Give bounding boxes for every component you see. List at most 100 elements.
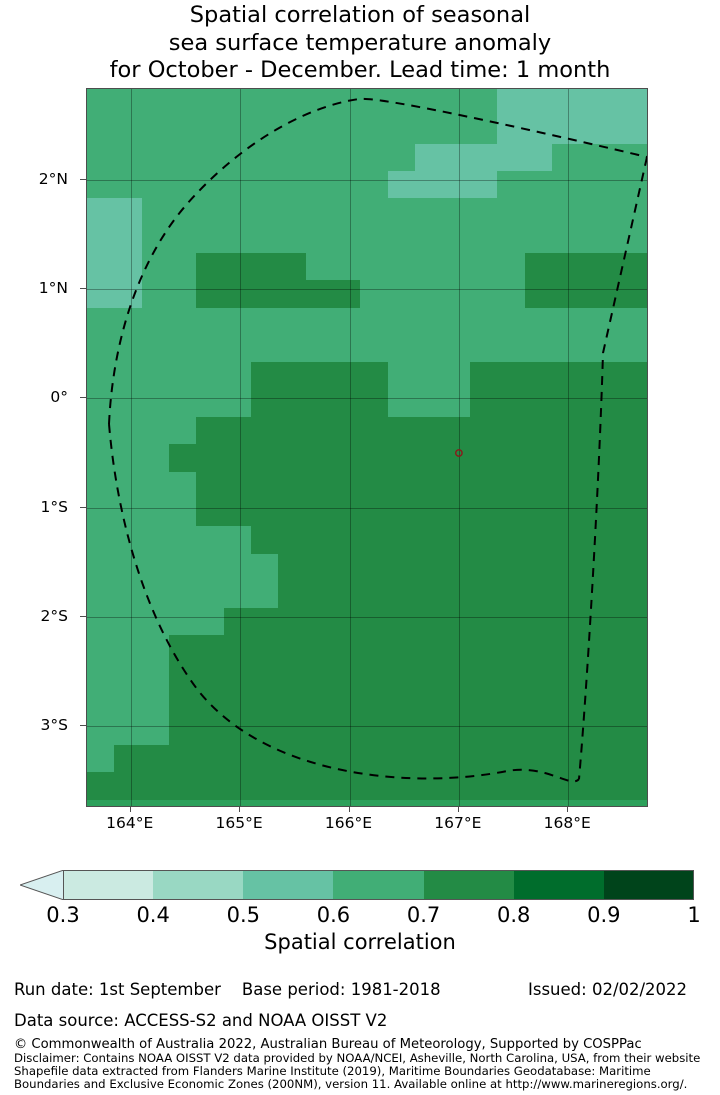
heatmap-cell (305, 580, 334, 609)
colorbar-segment (423, 870, 515, 900)
heatmap-cell (223, 498, 252, 527)
heatmap-cell (278, 307, 307, 336)
heatmap-cell (606, 471, 635, 500)
correlation-map-plot (86, 88, 648, 807)
heatmap-cell (524, 198, 553, 227)
heatmap-cell (305, 690, 334, 719)
heatmap-cell (579, 471, 608, 500)
heatmap-cell (497, 307, 526, 336)
heatmap-cell (497, 170, 526, 199)
heatmap-cell (415, 389, 444, 418)
heatmap-cell (524, 635, 553, 664)
heatmap-cell (360, 143, 389, 172)
heatmap-cell (169, 444, 198, 473)
heatmap-cell (333, 444, 362, 473)
heatmap-cell (442, 307, 471, 336)
heatmap-cell (497, 717, 526, 746)
heatmap-cell (360, 471, 389, 500)
heatmap-cell (442, 416, 471, 445)
heatmap-cell (114, 580, 143, 609)
colorbar-tick-label: 0.9 (587, 903, 621, 927)
heatmap-cell (633, 362, 647, 391)
heatmap-cell (415, 662, 444, 691)
heatmap-cell (442, 690, 471, 719)
heatmap-cell (415, 580, 444, 609)
heatmap-cell (551, 498, 580, 527)
heatmap-cell (524, 143, 553, 172)
colorbar-segment (153, 870, 244, 900)
heatmap-cell (469, 772, 498, 801)
heatmap-cell (551, 307, 580, 336)
heatmap-cell (251, 690, 280, 719)
disclaimer-line-3: Boundaries and Exclusive Economic Zones … (14, 1076, 688, 1091)
heatmap-cell (333, 690, 362, 719)
heatmap-cell (333, 307, 362, 336)
heatmap-cell (551, 116, 580, 145)
heatmap-cell (333, 662, 362, 691)
heatmap-cell (551, 252, 580, 281)
heatmap-cell (469, 717, 498, 746)
heatmap-cell (360, 334, 389, 363)
heatmap-cell (360, 362, 389, 391)
heatmap-cell (251, 334, 280, 363)
heatmap-cell (223, 526, 252, 555)
heatmap-cell (333, 280, 362, 309)
heatmap-cell (196, 225, 225, 254)
heatmap-cell (633, 444, 647, 473)
heatmap-cell (114, 143, 143, 172)
heatmap-cell (579, 717, 608, 746)
heatmap-cell (579, 280, 608, 309)
heatmap-cell (223, 225, 252, 254)
heatmap-cell (524, 526, 553, 555)
heatmap-cell (551, 170, 580, 199)
heatmap-cell (469, 198, 498, 227)
heatmap-cell (196, 89, 225, 118)
heatmap-cell (497, 498, 526, 527)
heatmap-cell (141, 526, 170, 555)
heatmap-cell (114, 252, 143, 281)
heatmap-cell (579, 143, 608, 172)
heatmap-cell (606, 744, 635, 773)
heatmap-cell (633, 225, 647, 254)
heatmap-cell (606, 89, 635, 118)
heatmap-cell (251, 662, 280, 691)
heatmap-cell (196, 608, 225, 637)
heatmap-cell (305, 772, 334, 801)
heatmap-cell (606, 170, 635, 199)
title-line-1: Spatial correlation of seasonal (189, 2, 531, 28)
heatmap-cell (196, 307, 225, 336)
heatmap-cell (114, 170, 143, 199)
heatmap-cell (223, 580, 252, 609)
data-source-text: Data source: ACCESS-S2 and NOAA OISST V2 (14, 1011, 388, 1030)
heatmap-cell (469, 498, 498, 527)
heatmap-cell (141, 608, 170, 637)
heatmap-cell (169, 662, 198, 691)
heatmap-cell (305, 608, 334, 637)
colorbar-tick-label: 0.6 (316, 903, 351, 927)
heatmap-cell (87, 580, 116, 609)
heatmap-cell (497, 334, 526, 363)
heatmap-cell (442, 498, 471, 527)
heatmap-cell (278, 553, 307, 582)
heatmap-cell (360, 444, 389, 473)
heatmap-cell (415, 635, 444, 664)
heatmap-cell (442, 116, 471, 145)
heatmap-cell (442, 580, 471, 609)
heatmap-cell (333, 635, 362, 664)
heatmap-cell (87, 553, 116, 582)
heatmap-cell (169, 280, 198, 309)
heatmap-cell (633, 608, 647, 637)
heatmap-cell (551, 143, 580, 172)
heatmap-cell (442, 143, 471, 172)
heatmap-cell (415, 416, 444, 445)
heatmap-cell (633, 198, 647, 227)
heatmap-cell (169, 116, 198, 145)
heatmap-cell (360, 635, 389, 664)
heatmap-cell (196, 772, 225, 801)
heatmap-cell (551, 526, 580, 555)
y-axis-tick-mark (80, 288, 86, 290)
x-axis-tick-label: 165°E (215, 814, 263, 832)
heatmap-cell (469, 143, 498, 172)
heatmap-cell (442, 225, 471, 254)
heatmap-cell (469, 334, 498, 363)
